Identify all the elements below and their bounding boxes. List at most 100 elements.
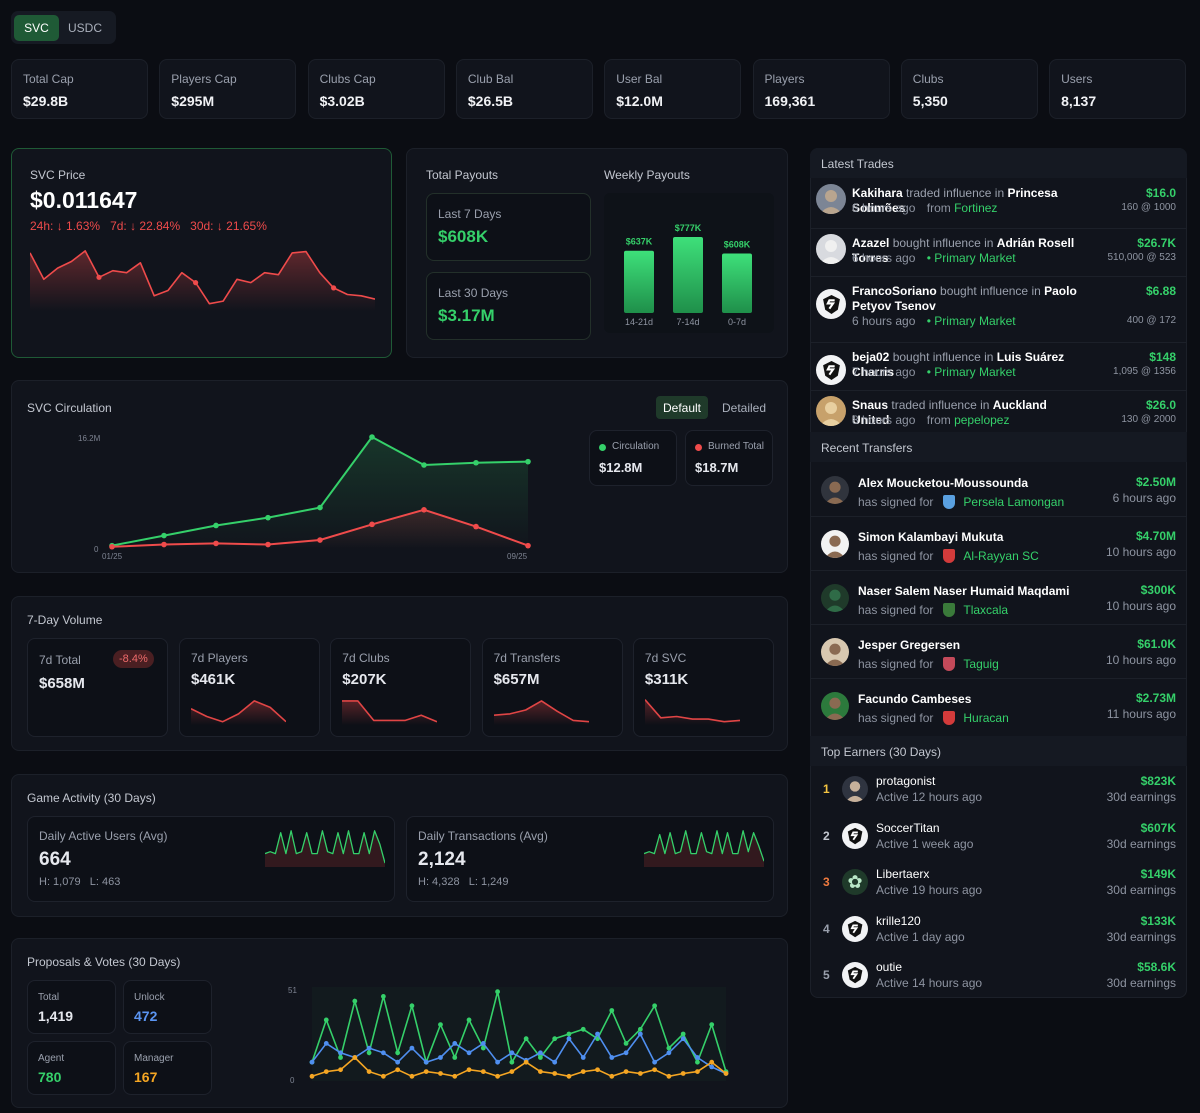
transfer-signed: has signed for Tlaxcala [858,603,1008,617]
signed-label: has signed for [858,495,934,509]
trade-meta: 6 hours ago from Fortinez [852,201,997,215]
transfer-signed: has signed for Huracan [858,711,1009,725]
transfer-row[interactable]: Facundo Cambeses has signed for Huracan $2.… [810,678,1187,732]
circ-tab-default[interactable]: Default [656,396,708,419]
earner-earn-label: 30d earnings [1106,836,1176,851]
burned-point [109,543,115,550]
transfer-row[interactable]: Simon Kalambayi Mukuta has signed for Al-R… [810,516,1187,570]
transfer-row[interactable]: Jesper Gregersen has signed for Taguig $61.… [810,624,1187,678]
transfer-player[interactable]: Naser Salem Naser Humaid Maqdami [858,584,1070,598]
prop-total-value: 1,419 [38,1008,74,1024]
transfer-club[interactable]: Taguig [963,657,999,671]
trade-verb: traded influence in [891,398,990,412]
svc-toggle-button[interactable]: SVC [14,14,59,41]
circ-ymin-label: 0 [94,545,99,554]
earner-row[interactable]: 3 ✿ Libertaerx Active 19 hours ago $149K 30d … [810,859,1187,905]
price-value: $0.011647 [30,187,138,213]
earner-row[interactable]: 5 outie Active 14 hours ago $58.6K 30d earni… [810,952,1187,998]
trade-row[interactable]: beja02 bought influence in Luis Suárez C… [810,342,1187,390]
dau-box: Daily Active Users (Avg) 664 H: 1,079 L:… [27,816,395,902]
trade-user[interactable]: Kakihara [852,186,903,200]
transfer-club[interactable]: Huracan [963,711,1009,725]
club-crest-icon [943,549,956,563]
trade-user[interactable]: Azazel [852,236,890,250]
manager-point [466,1067,472,1073]
series-line [342,700,438,723]
trade-source[interactable]: Primary Market [934,251,1016,265]
usdc-toggle-button[interactable]: USDC [67,20,102,35]
transfer-player[interactable]: Jesper Gregersen [858,638,961,652]
earner-rank: 1 [823,782,830,796]
row-divider [810,390,1187,391]
transfer-player[interactable]: Facundo Cambeses [858,692,972,706]
manager-point [523,1059,529,1065]
stat-label: User Bal [616,72,663,86]
unlock-point [395,1059,401,1065]
transfer-player[interactable]: Alex Moucketou-Moussounda [858,476,1029,490]
manager-point [709,1059,715,1065]
earner-name[interactable]: outie [876,960,903,975]
earner-active: Active 19 hours ago [876,883,983,898]
trade-row[interactable]: Kakihara traded influence in Princesa So… [810,178,1187,228]
trade-user[interactable]: beja02 [852,350,890,364]
club-crest-icon [943,603,956,617]
weekly-bar [624,250,654,313]
unlock-point [452,1041,458,1046]
trade-target[interactable]: Luis Suárez Charris [852,350,1065,379]
trade-source[interactable]: Fortinez [954,201,998,215]
stat-label: Users [1061,72,1093,86]
transfer-row[interactable]: Naser Salem Naser Humaid Maqdami has sign… [810,570,1187,624]
transfer-player[interactable]: Simon Kalambayi Mukuta [858,530,1004,544]
transfer-club[interactable]: Persela Lamongan [963,495,1065,509]
stat-card: Clubs Cap $3.02B [307,59,445,119]
row-divider [810,516,1187,517]
manager-line [311,1056,727,1078]
signed-label: has signed for [858,711,934,725]
payouts-card: Total Payouts Last 7 Days $608K Last 30 … [406,148,788,358]
circ-tab-detailed[interactable]: Detailed [721,400,767,415]
prop-ymax-label: 51 [288,986,297,995]
trade-user[interactable]: FrancoSoriano [852,284,937,298]
stat-label: Players [764,72,805,86]
earner-name[interactable]: Libertaerx [876,867,930,882]
earner-row[interactable]: 1 protagonist Active 12 hours ago $823K 30d … [810,766,1187,812]
trade-target[interactable]: Adrián Rosell Torres [852,236,1075,265]
tx-low: L: 1,249 [468,876,509,888]
series-point [331,285,337,291]
trade-source[interactable]: Primary Market [934,314,1016,328]
weekly-payouts-chart: $637K 14-21d $777K 7-14d $608K 0-7d [604,193,774,333]
trade-target[interactable]: Princesa Solimões [852,186,1058,215]
earner-name[interactable]: krille120 [876,913,921,928]
transfer-club[interactable]: Tlaxcala [963,603,1009,617]
trade-row[interactable]: Snaus traded influence in Auckland Unite… [810,390,1187,432]
trade-user[interactable]: Snaus [852,398,889,412]
trade-target[interactable]: Paolo Petyov Tsenov [852,284,1077,313]
transfer-time: 6 hours ago [1112,491,1176,505]
earner-name[interactable]: protagonist [876,774,936,788]
stat-card: Players 169,361 [752,59,890,119]
trade-row[interactable]: FrancoSoriano bought influence in Paolo … [810,276,1187,342]
trade-desc: Kakihara traded influence in Princesa So… [852,186,1082,216]
unlock-point [666,1050,672,1056]
trade-source[interactable]: pepelopez [954,413,1010,427]
trade-row[interactable]: Azazel bought influence in Adrián Rosell… [810,228,1187,276]
stat-card: Players Cap $295M [159,59,297,119]
stat-card: User Bal $12.0M [604,59,742,119]
earner-name[interactable]: SoccerTitan [876,820,940,835]
burned-point [317,537,323,543]
series-point [193,280,199,286]
manager-point [480,1069,486,1074]
trade-source[interactable]: Primary Market [934,365,1016,379]
trade-target[interactable]: Auckland United [852,398,1047,427]
earner-row[interactable]: 2 SoccerTitan Active 1 week ago $607K 30d ea… [810,813,1187,859]
unlock-point [323,1041,329,1046]
transfer-club[interactable]: Al-Rayyan SC [963,549,1039,563]
transfer-row[interactable]: Alex Moucketou-Moussounda has signed for P… [810,462,1187,516]
series-line [644,830,764,862]
prop-manager-label: Manager [134,1053,174,1064]
agent-point [609,1008,615,1013]
transfer-time: 10 hours ago [1105,653,1176,667]
agent-line [311,991,727,1072]
dau-range: H: 1,079 L: 463 [39,876,120,888]
earner-row[interactable]: 4 krille120 Active 1 day ago $133K 30d earni… [810,906,1187,952]
